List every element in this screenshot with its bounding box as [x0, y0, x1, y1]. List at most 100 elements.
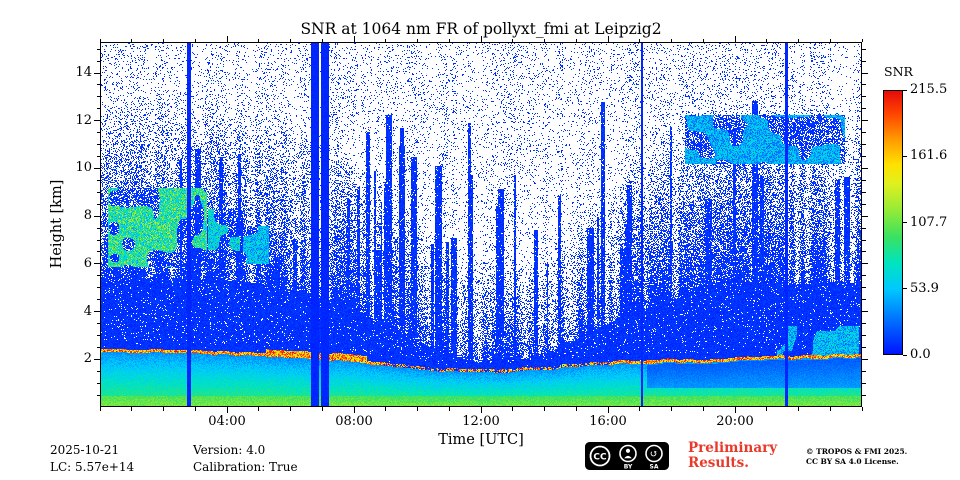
x-tick [226, 407, 228, 413]
y-tick-right [862, 311, 868, 313]
footer-version: Version: 4.0 Calibration: True [193, 442, 298, 475]
x-tick-top [448, 38, 450, 42]
y-tick-right [862, 358, 868, 360]
y-tick [94, 215, 100, 217]
y-tick-right [862, 48, 866, 50]
x-tick-top [385, 38, 387, 42]
cc-icon: CC [589, 445, 611, 467]
x-tick-top [99, 38, 101, 42]
x-tick [131, 407, 133, 411]
x-tick [480, 407, 482, 413]
y-tick-right [862, 370, 866, 372]
y-tick [96, 179, 100, 181]
y-tick [96, 203, 100, 205]
y-tick-right [862, 227, 866, 229]
y-tick-right [862, 60, 866, 62]
heatmap-canvas [100, 42, 862, 407]
x-tick [702, 407, 704, 411]
x-tick-label: 16:00 [589, 414, 627, 429]
x-tick-top [861, 38, 863, 42]
y-tick-label: 10 [75, 160, 92, 176]
svg-text:↺: ↺ [650, 449, 658, 460]
colorbar-label: SNR [884, 64, 913, 79]
y-tick-right [862, 156, 866, 157]
x-tick-top [829, 38, 831, 42]
y-tick [94, 263, 100, 265]
y-tick [96, 96, 100, 98]
x-tick-top [671, 38, 672, 42]
y-tick [96, 346, 100, 348]
y-tick [96, 191, 100, 193]
calibration-text: Calibration: True [193, 459, 298, 474]
preliminary-line1: Preliminary [688, 440, 778, 456]
x-tick-top [575, 38, 577, 42]
x-tick-top [607, 36, 609, 42]
y-tick-right [862, 144, 866, 146]
y-tick [96, 84, 100, 86]
y-tick [94, 120, 100, 122]
colorbar-canvas [883, 90, 903, 355]
x-tick [163, 407, 164, 411]
x-tick-label: 12:00 [462, 414, 500, 429]
y-tick-right [862, 394, 866, 396]
x-tick-top [544, 38, 545, 42]
y-tick [96, 287, 100, 289]
x-tick [671, 407, 672, 411]
y-tick-right [862, 84, 866, 86]
y-tick [96, 60, 100, 62]
x-tick [861, 407, 863, 411]
y-tick [96, 334, 100, 336]
colorbar-tick [903, 222, 907, 224]
x-tick [194, 407, 196, 411]
y-tick-label: 4 [83, 303, 92, 319]
y-tick [96, 394, 100, 396]
y-tick [96, 108, 100, 110]
y-tick-label: 6 [83, 255, 92, 271]
colorbar-tick-label: 215.5 [910, 82, 948, 97]
x-tick-top [258, 38, 260, 42]
x-tick [734, 407, 736, 413]
x-tick-top [798, 38, 799, 42]
x-tick [290, 407, 291, 411]
y-tick-label: 2 [83, 351, 92, 367]
y-tick-right [862, 72, 868, 74]
footer-left: 2025-10-21 LC: 5.57e+14 [50, 442, 134, 475]
x-tick-top [353, 36, 355, 42]
y-tick [96, 48, 100, 50]
colorbar-tick-label: 161.6 [910, 148, 948, 164]
y-tick [96, 227, 100, 229]
x-tick [829, 407, 831, 411]
y-tick-right [862, 299, 866, 301]
colorbar-tick [903, 89, 907, 91]
copyright-note: © TROPOS & FMI 2025. CC BY SA 4.0 Licens… [806, 447, 907, 466]
y-tick [96, 251, 100, 253]
y-tick-right [862, 96, 866, 98]
measurement-date: 2025-10-21 [50, 443, 120, 457]
y-tick-right [862, 108, 866, 110]
y-tick-right [862, 346, 866, 348]
x-tick [639, 407, 641, 411]
x-tick-top [512, 38, 514, 42]
x-axis-label: Time [UTC] [438, 432, 524, 448]
y-tick [96, 144, 100, 146]
preliminary-results-note: Preliminary Results. [688, 441, 777, 471]
y-tick-right [862, 132, 866, 134]
x-tick-top [226, 36, 228, 42]
sa-label: SA [650, 464, 659, 471]
y-tick [94, 72, 100, 74]
y-tick-label: 12 [75, 112, 92, 128]
y-tick [96, 323, 100, 324]
preliminary-line2: Results. [688, 455, 749, 471]
x-tick-top [417, 38, 418, 42]
y-tick-right [862, 323, 866, 324]
copyright-line2: CC BY SA 4.0 License. [806, 456, 899, 466]
x-tick [353, 407, 355, 413]
x-tick [575, 407, 577, 411]
y-tick-right [862, 179, 866, 181]
version-text: Version: 4.0 [193, 443, 266, 457]
y-tick-right [862, 382, 866, 384]
y-tick-right [862, 120, 868, 122]
y-tick [96, 299, 100, 301]
x-tick-top [163, 38, 164, 42]
